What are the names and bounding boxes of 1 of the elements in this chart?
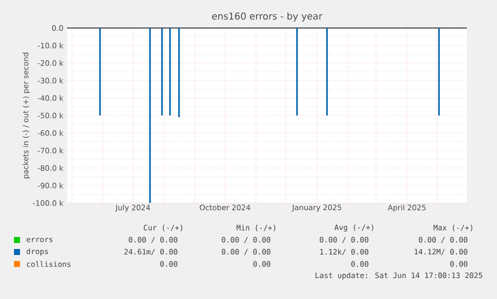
chart-title: ens160 errors - by year [212, 12, 322, 22]
